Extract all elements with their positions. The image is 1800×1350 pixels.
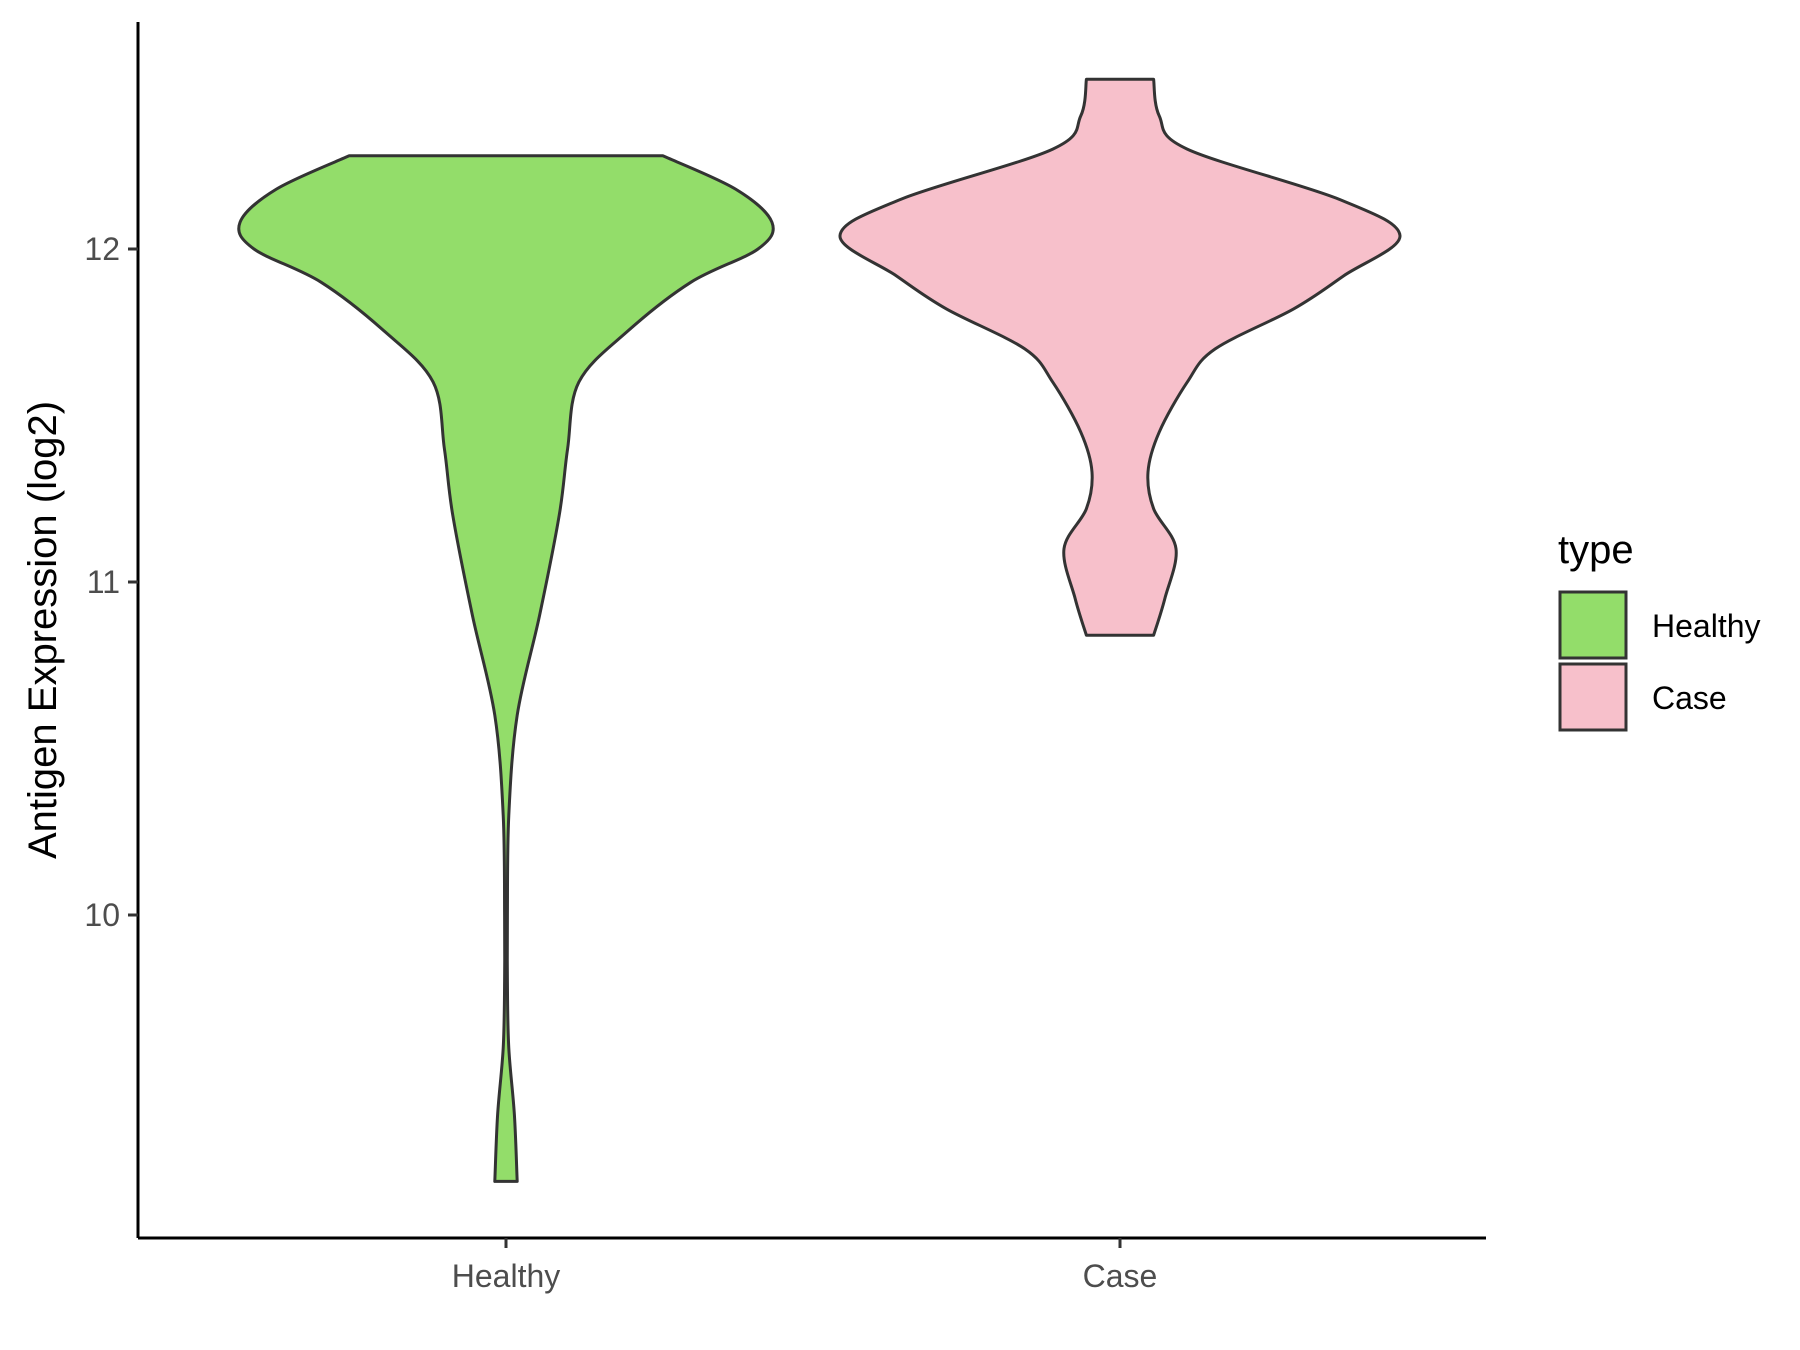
legend-key-healthy	[1558, 590, 1628, 660]
legend-label-case: Case	[1652, 680, 1727, 716]
y-ticks: 10 11 12	[84, 231, 138, 933]
violin-healthy	[237, 154, 775, 1183]
y-tick-label: 11	[87, 564, 120, 600]
legend-title: type	[1558, 528, 1634, 572]
legend-label-healthy: Healthy	[1652, 608, 1761, 644]
y-tick-label: 12	[84, 231, 120, 267]
x-tick-label-healthy: Healthy	[452, 1258, 561, 1294]
plot-area	[237, 77, 1402, 1183]
legend-key-case	[1558, 662, 1628, 732]
x-tick-label-case: Case	[1083, 1258, 1158, 1294]
legend: type Healthy Case	[1558, 528, 1761, 732]
y-axis-title: Antigen Expression (log2)	[21, 401, 65, 859]
axes	[136, 22, 1486, 1240]
violin-case	[838, 77, 1402, 637]
x-ticks: Healthy Case	[452, 1238, 1158, 1294]
y-tick-label: 10	[84, 897, 120, 933]
